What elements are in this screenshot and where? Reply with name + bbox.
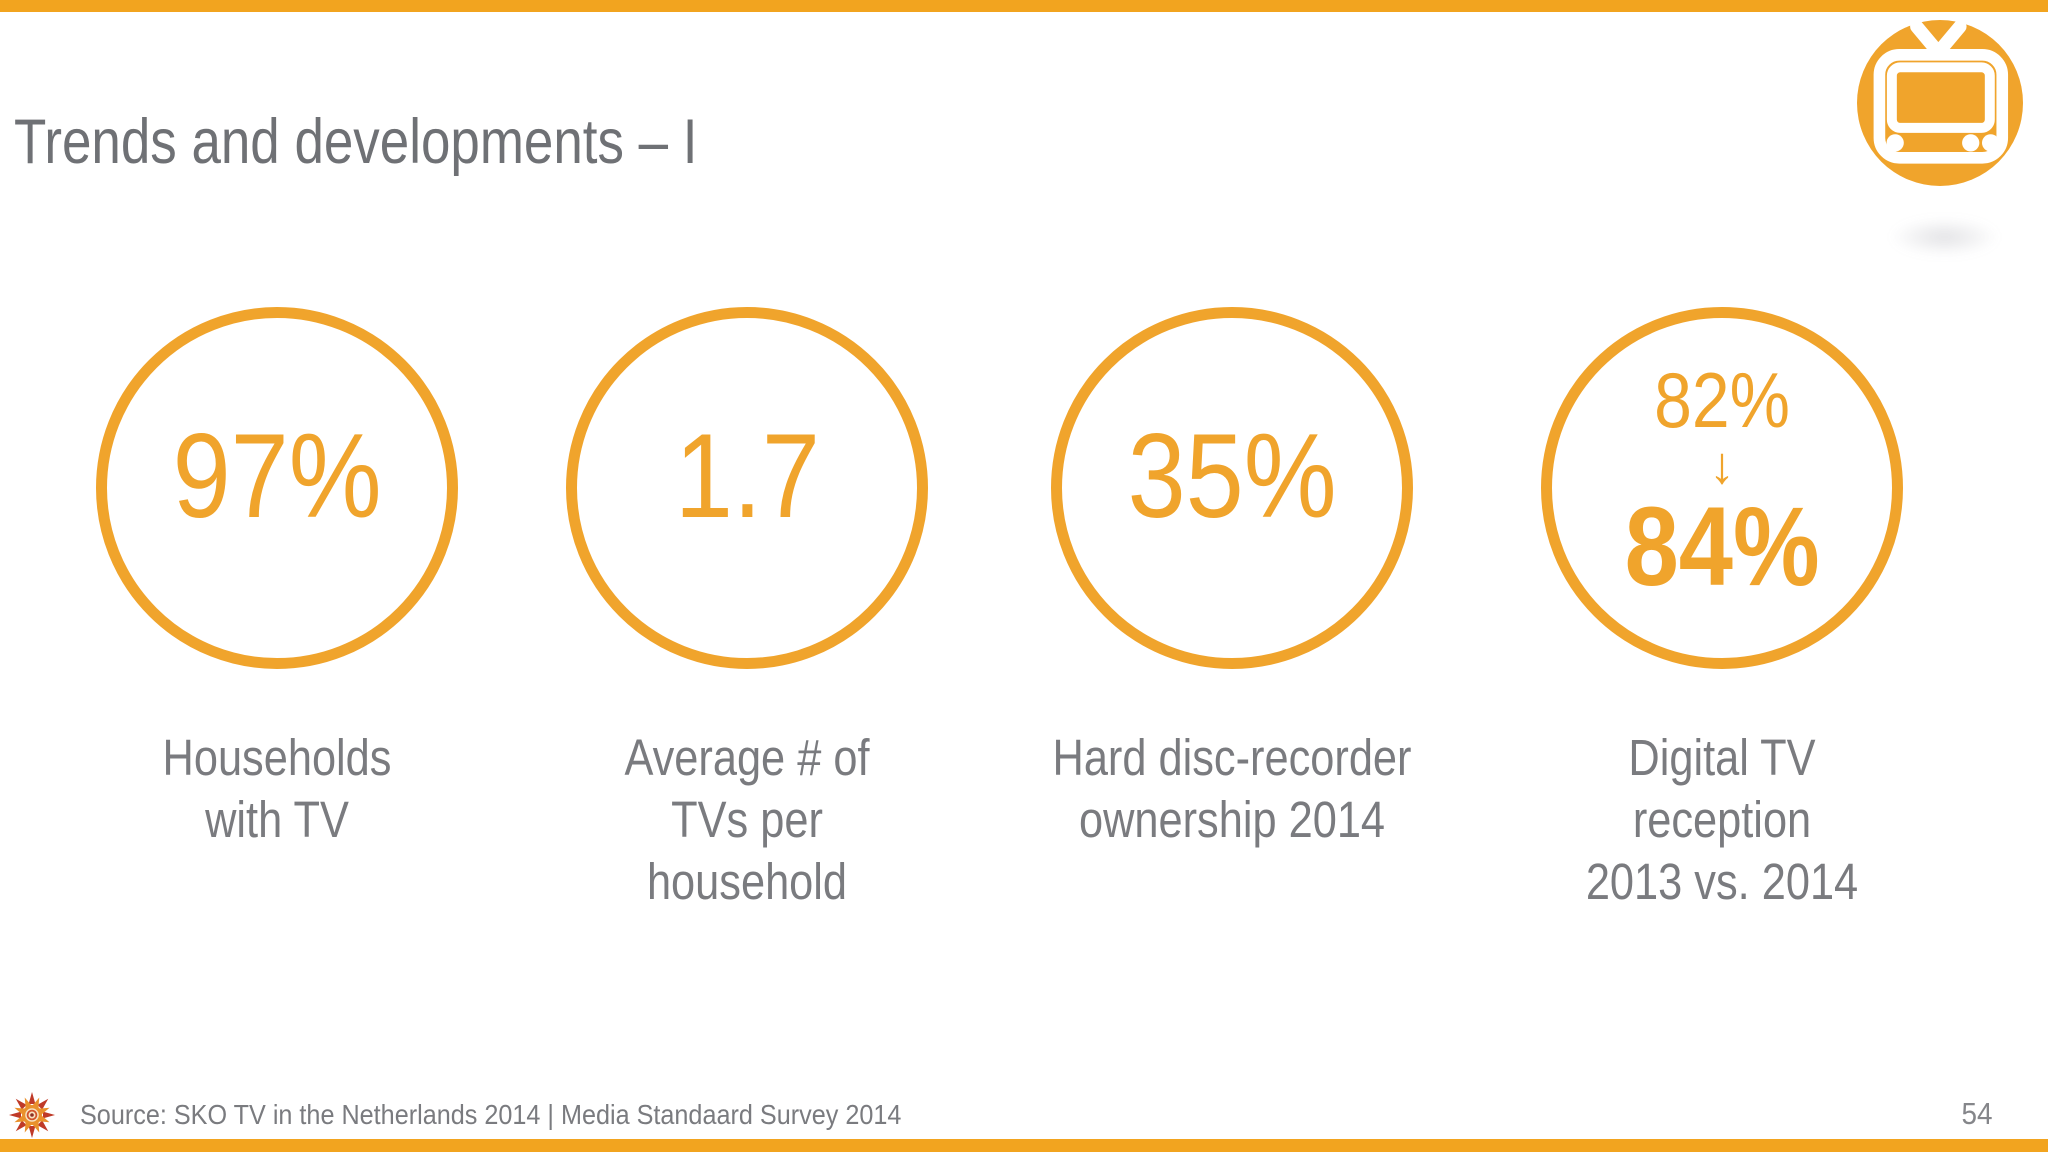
- stat-value-stack: 82% ↓ 84%: [1610, 361, 1834, 604]
- bottom-accent-bar: [0, 1139, 2048, 1152]
- stat-label: Digital TV reception 2013 vs. 2014: [1585, 729, 1859, 911]
- stat-value: 97%: [172, 409, 382, 543]
- stat-circle: 97%: [96, 307, 458, 669]
- tv-icon: [1857, 20, 2023, 186]
- top-accent-bar: [0, 0, 2048, 12]
- stat-label: Households with TV: [162, 729, 392, 849]
- stat-circle: 82% ↓ 84%: [1541, 307, 1903, 669]
- stat-value: 1.7: [674, 409, 820, 543]
- stat-value-2014: 84%: [1624, 484, 1820, 610]
- stat-label: Hard disc-recorder ownership 2014: [1052, 729, 1412, 849]
- stat-average-tvs-per-household: 1.7 Average # of TVs per household: [527, 307, 967, 914]
- stat-label: Average # of TVs per household: [624, 729, 870, 911]
- source-text: Source: SKO TV in the Netherlands 2014 |…: [80, 1099, 902, 1130]
- stat-digital-tv-reception: 82% ↓ 84% Digital TV reception 2013 vs. …: [1502, 307, 1942, 914]
- tv-icon-shadow: [1872, 212, 2017, 262]
- page-title: Trends and developments – I: [14, 107, 698, 178]
- sun-logo: [9, 1092, 55, 1138]
- stat-circle: 35%: [1051, 307, 1413, 669]
- arrow-down-icon: ↓: [1708, 436, 1735, 495]
- sun-logo-rays-red: [9, 1092, 55, 1138]
- stat-circle: 1.7: [566, 307, 928, 669]
- stat-households-with-tv: 97% Households with TV: [57, 307, 497, 851]
- stat-hard-disc-recorder-ownership: 35% Hard disc-recorder ownership 2014: [1012, 307, 1452, 851]
- stat-value: 35%: [1127, 409, 1337, 543]
- page-number: 54: [1960, 1096, 1992, 1131]
- stat-value-2013: 82%: [1654, 355, 1790, 444]
